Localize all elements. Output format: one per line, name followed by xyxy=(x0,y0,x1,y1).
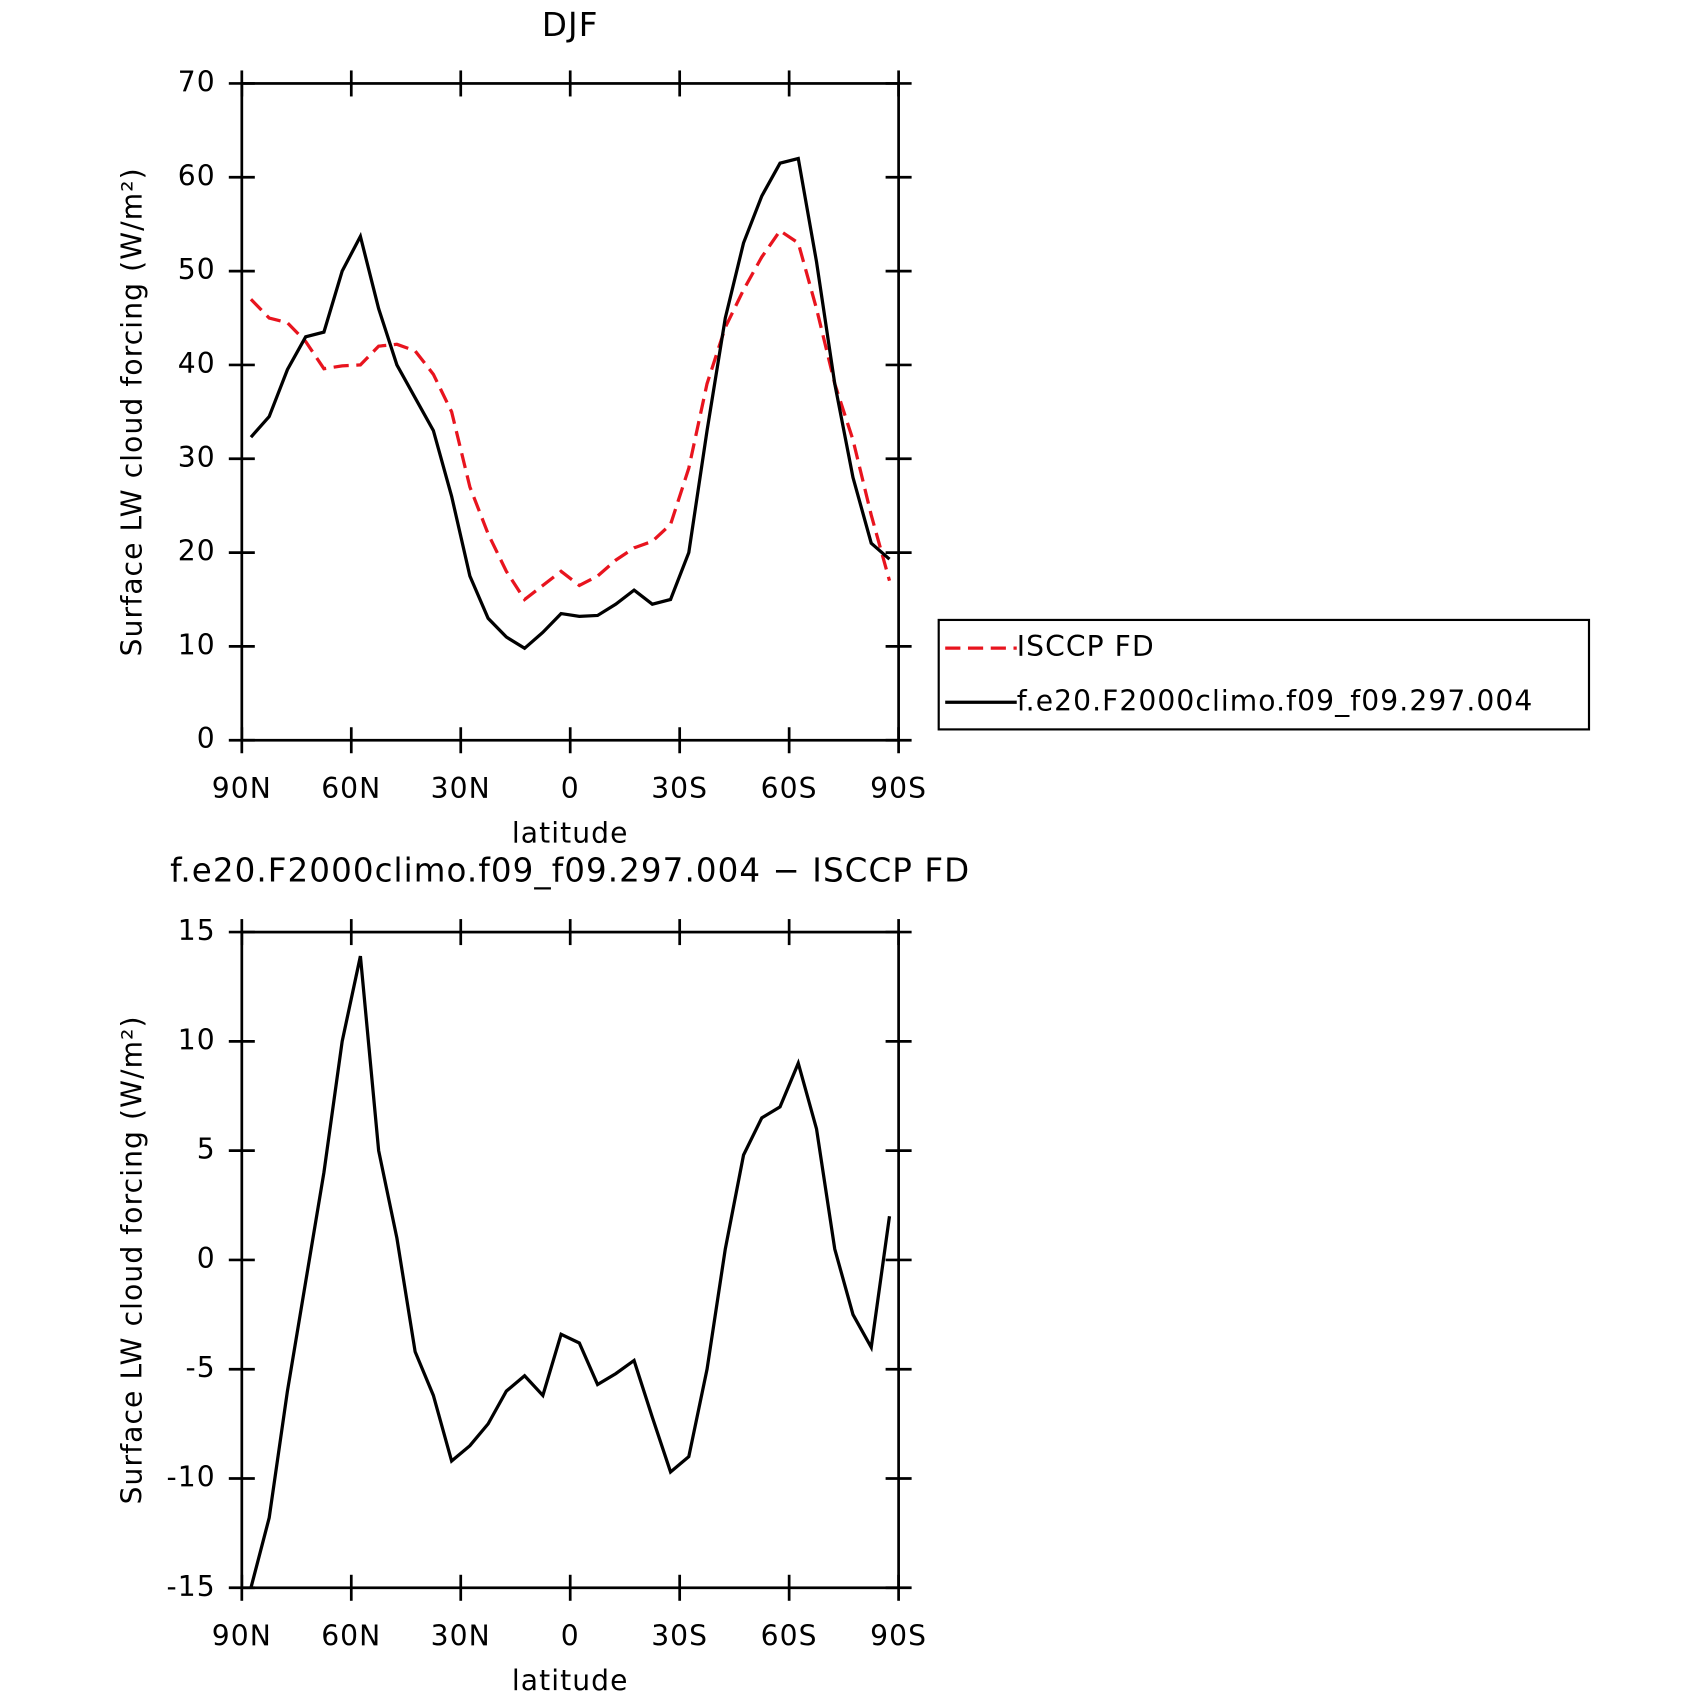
y-axis-label: Surface LW cloud forcing (W/m²) xyxy=(115,1015,148,1504)
chart-title: f.e20.F2000climo.f09_f09.297.004 − ISCCP… xyxy=(170,851,970,889)
data-line xyxy=(249,228,892,602)
x-tick-label: 0 xyxy=(561,772,580,805)
y-tick-label: 5 xyxy=(197,1133,216,1166)
x-tick-label: 30N xyxy=(431,772,491,805)
y-tick-label: -15 xyxy=(167,1570,216,1603)
y-tick-label: 70 xyxy=(178,65,216,98)
y-tick-label: 15 xyxy=(178,914,216,947)
data-line xyxy=(249,955,892,1589)
y-tick-label: 10 xyxy=(178,1023,216,1056)
x-tick-label: 60N xyxy=(321,1620,381,1653)
legend-label: ISCCP FD xyxy=(1017,630,1155,663)
x-tick-label: 60N xyxy=(321,772,381,805)
y-tick-label: 60 xyxy=(178,159,216,192)
y-tick-label: 0 xyxy=(197,722,216,755)
y-tick-label: 10 xyxy=(178,628,216,661)
x-axis-label: latitude xyxy=(512,1664,629,1694)
legend-box xyxy=(937,618,1591,731)
legend-label: f.e20.F2000climo.f09_f09.297.004 xyxy=(1017,684,1534,717)
data-line xyxy=(249,156,891,651)
x-tick-label: 90S xyxy=(870,772,927,805)
plot-frame xyxy=(240,930,900,1590)
x-tick-label: 30S xyxy=(651,772,708,805)
y-axis-label: Surface LW cloud forcing (W/m²) xyxy=(115,167,148,656)
x-tick-label: 90S xyxy=(870,1620,927,1653)
x-tick-label: 90N xyxy=(212,772,272,805)
x-tick-label: 60S xyxy=(761,1620,818,1653)
x-axis-label: latitude xyxy=(512,817,629,850)
x-tick-label: 0 xyxy=(561,1620,580,1653)
y-tick-label: -5 xyxy=(186,1351,216,1384)
y-tick-label: 20 xyxy=(178,535,216,568)
x-tick-label: 30S xyxy=(651,1620,708,1653)
y-tick-label: 40 xyxy=(178,347,216,380)
plot-frame xyxy=(240,82,900,742)
x-tick-label: 30N xyxy=(431,1620,491,1653)
x-tick-label: 60S xyxy=(761,772,818,805)
x-tick-label: 90N xyxy=(212,1620,272,1653)
y-tick-label: 30 xyxy=(178,441,216,474)
y-tick-label: -10 xyxy=(167,1461,216,1494)
chart-title: DJF xyxy=(542,6,599,44)
y-tick-label: 50 xyxy=(178,253,216,286)
y-tick-label: 0 xyxy=(197,1242,216,1275)
